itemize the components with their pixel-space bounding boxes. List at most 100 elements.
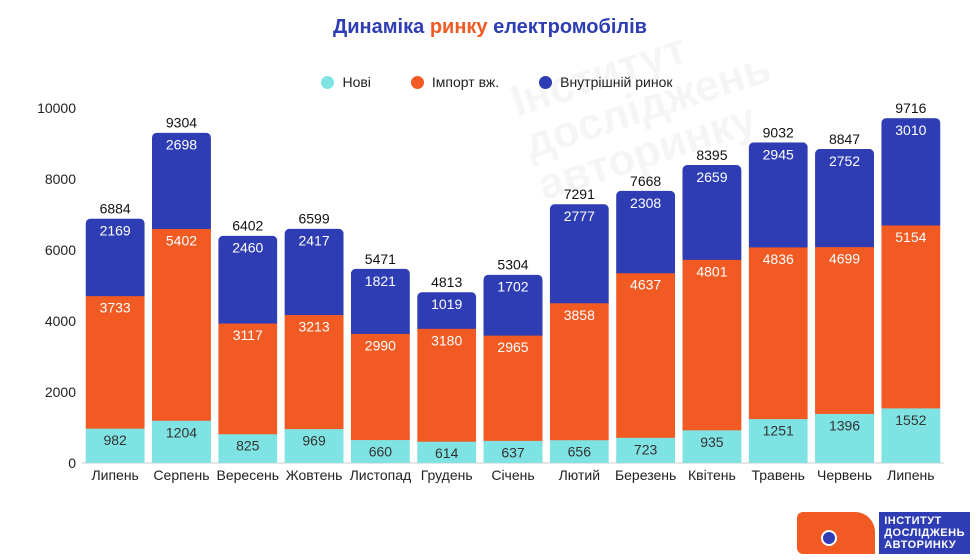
segment-label: 656 bbox=[568, 444, 592, 460]
segment-label: 3858 bbox=[564, 307, 595, 323]
legend-swatch-novi bbox=[321, 75, 335, 89]
segment-label: 2169 bbox=[100, 223, 131, 239]
segment-label: 825 bbox=[236, 438, 260, 454]
segment-label: 2308 bbox=[630, 195, 661, 211]
legend-item-domestic: Внутрішній ринок bbox=[539, 74, 673, 90]
bar-segment-novi bbox=[417, 441, 477, 463]
legend-label: Внутрішній ринок bbox=[560, 74, 673, 90]
bar-segment-novi bbox=[616, 437, 676, 463]
bar-segment-domestic bbox=[881, 118, 941, 226]
segment-label: 4637 bbox=[630, 277, 661, 293]
segment-label: 3213 bbox=[298, 319, 329, 335]
title-part: Динаміка bbox=[333, 16, 430, 38]
bar-segment-import bbox=[85, 295, 145, 429]
segment-label: 1019 bbox=[431, 296, 462, 312]
y-tick-label: 8000 bbox=[45, 171, 76, 187]
bar-segment-import bbox=[417, 328, 477, 442]
bar-segment-novi bbox=[682, 429, 742, 463]
segment-label: 1204 bbox=[166, 424, 197, 440]
total-label: 7291 bbox=[564, 186, 595, 202]
bar-group bbox=[151, 132, 211, 463]
y-tick-label: 4000 bbox=[45, 313, 76, 329]
legend-label: Нові bbox=[342, 74, 371, 90]
bar-segment-domestic bbox=[616, 190, 676, 274]
segment-label: 2777 bbox=[564, 208, 595, 224]
logo-line: ДОСЛІДЖЕНЬ bbox=[884, 527, 965, 539]
chart-title: Динаміка ринку електромобілів bbox=[0, 16, 980, 39]
x-tick-label: Червень bbox=[817, 467, 872, 483]
bar-segment-import bbox=[748, 246, 808, 420]
segment-label: 2460 bbox=[232, 240, 263, 256]
bar-segment-domestic bbox=[284, 228, 344, 316]
bar-segment-domestic bbox=[815, 148, 875, 248]
total-label: 8847 bbox=[829, 131, 860, 147]
bar-segment-novi bbox=[350, 439, 410, 463]
bar-segment-import bbox=[616, 272, 676, 438]
x-tick-label: Січень bbox=[491, 467, 534, 483]
segment-label: 2752 bbox=[829, 153, 860, 169]
legend: Нові Імпорт вж. Внутрішній ринок bbox=[0, 74, 980, 90]
y-tick-label: 10000 bbox=[37, 100, 76, 116]
segment-label: 3733 bbox=[100, 300, 131, 316]
bar-segment-domestic bbox=[549, 204, 609, 304]
bar-group bbox=[284, 228, 344, 463]
bar-group bbox=[218, 235, 278, 463]
bar-group bbox=[881, 118, 941, 463]
bar-segment-import bbox=[549, 302, 609, 441]
bar-segment-import bbox=[151, 228, 211, 421]
bar-segment-domestic bbox=[85, 218, 145, 297]
bar-segment-novi bbox=[218, 433, 278, 463]
bar-group bbox=[549, 204, 609, 463]
bar-segment-novi bbox=[284, 428, 344, 463]
segment-label: 723 bbox=[634, 441, 658, 457]
bar-segment-novi bbox=[748, 418, 808, 463]
x-tick-label: Липень bbox=[91, 467, 138, 483]
segment-label: 2698 bbox=[166, 137, 197, 153]
x-tick-label: Жовтень bbox=[286, 467, 343, 483]
segment-label: 2945 bbox=[763, 146, 794, 162]
bar-segment-novi bbox=[151, 420, 211, 463]
segment-label: 660 bbox=[369, 444, 393, 460]
segment-label: 2659 bbox=[696, 169, 727, 185]
segment-label: 982 bbox=[103, 432, 127, 448]
x-tick-label: Серпень bbox=[153, 467, 209, 483]
bar-segment-domestic bbox=[748, 142, 808, 248]
total-label: 8395 bbox=[696, 147, 727, 163]
x-tick-label: Грудень bbox=[421, 467, 473, 483]
bar-segment-import bbox=[682, 259, 742, 431]
bar-segment-domestic bbox=[151, 132, 211, 229]
logo-line: ІНСТИТУТ bbox=[884, 515, 942, 527]
segment-label: 935 bbox=[700, 434, 724, 450]
bar-segment-novi bbox=[483, 440, 543, 463]
title-part-highlight: ринку bbox=[429, 16, 488, 38]
bar-group bbox=[682, 164, 742, 463]
y-tick-label: 2000 bbox=[45, 384, 76, 400]
segment-label: 2990 bbox=[365, 337, 396, 353]
x-tick-label: Травень bbox=[752, 467, 805, 483]
segment-label: 1821 bbox=[365, 273, 396, 289]
segment-label: 637 bbox=[501, 444, 525, 460]
bar-segment-import bbox=[284, 314, 344, 430]
bar-segment-domestic bbox=[417, 292, 477, 329]
segment-label: 4801 bbox=[696, 263, 727, 279]
x-tick-label: Липень bbox=[887, 467, 934, 483]
bar-segment-novi bbox=[85, 428, 145, 463]
bar-group bbox=[616, 190, 676, 463]
segment-label: 3117 bbox=[233, 327, 263, 343]
total-label: 4813 bbox=[431, 274, 462, 290]
segment-label: 1251 bbox=[763, 423, 794, 439]
total-label: 9032 bbox=[763, 124, 794, 140]
total-label: 9304 bbox=[166, 115, 197, 131]
bar-group bbox=[350, 268, 410, 463]
bar-segment-import bbox=[815, 246, 875, 414]
bar-segment-domestic bbox=[350, 268, 410, 334]
x-tick-label: Лютий bbox=[559, 467, 600, 483]
bar-segment-novi bbox=[549, 439, 609, 463]
segment-label: 3180 bbox=[431, 332, 462, 348]
legend-swatch-import bbox=[410, 75, 424, 89]
segment-label: 1702 bbox=[497, 279, 528, 295]
logo-pie-icon bbox=[821, 530, 838, 546]
segment-label: 2417 bbox=[298, 233, 329, 249]
title-part: електромобілів bbox=[487, 16, 647, 38]
